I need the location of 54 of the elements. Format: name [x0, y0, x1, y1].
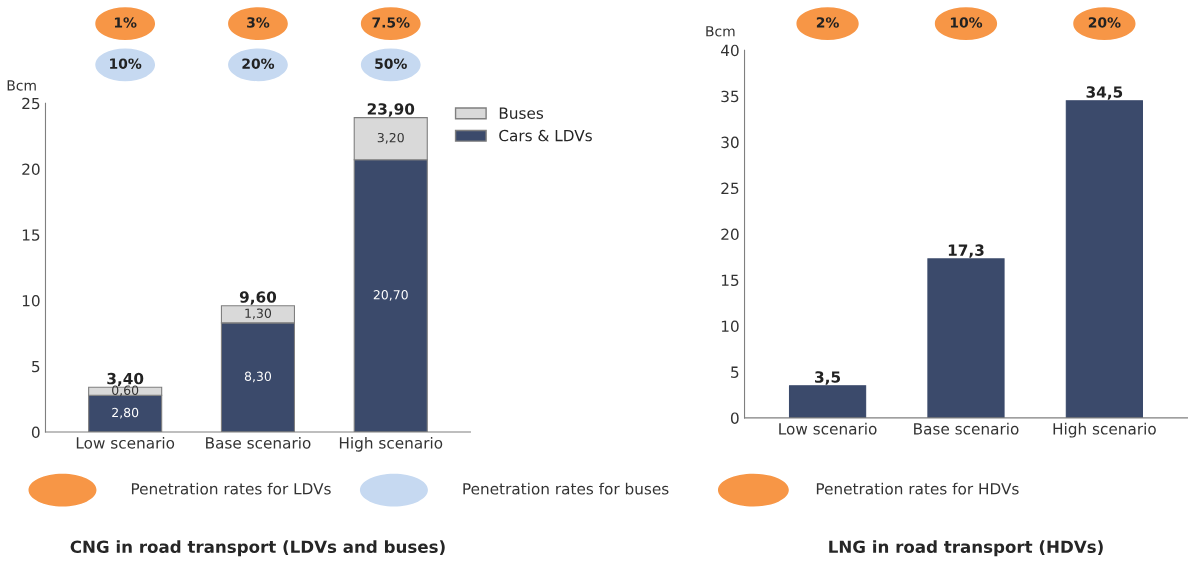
data-label: 34,5: [1086, 86, 1123, 100]
bar: [788, 385, 867, 418]
bar: [927, 258, 1005, 418]
y-tick-label: 5: [32, 360, 40, 373]
x-tick-label: Low scenario: [76, 436, 175, 449]
text: Penetration rates for buses: [463, 482, 669, 495]
text: 10%: [110, 58, 142, 69]
x-tick-label: High scenario: [339, 436, 443, 452]
text: 3%: [247, 17, 270, 28]
y-tick-label: 25: [22, 97, 40, 110]
y-tick-label: 40: [720, 44, 739, 57]
y-tick-label: 0: [31, 426, 40, 439]
text: 2%: [816, 17, 839, 28]
total-label: 23,90: [367, 103, 415, 117]
data-label: 3,20: [377, 132, 404, 144]
y-tick-label: 25: [721, 182, 739, 195]
legend-label: Buses: [499, 107, 544, 119]
data-label: 3,5: [815, 371, 841, 385]
data-label: 0,60: [112, 385, 139, 397]
x-tick-label: Low scenario: [779, 422, 877, 435]
data-label: 1,30: [245, 308, 272, 320]
data-label: 2,80: [112, 407, 139, 419]
text: 20%: [1088, 17, 1121, 28]
y-tick-label: 10: [721, 320, 739, 333]
y-tick-label: 10: [22, 294, 40, 307]
y-axis-title: Bcm: [7, 80, 36, 91]
text: 1%: [114, 17, 137, 28]
y-tick-label: 20: [721, 228, 739, 241]
text: 7.5%: [372, 17, 410, 28]
y-tick-label: 0: [730, 412, 739, 424]
text: Penetration rates for HDVs: [816, 482, 1019, 495]
y-tick-label: 5: [731, 366, 739, 378]
y-tick-label: 20: [22, 163, 40, 175]
text: 50%: [375, 58, 407, 69]
y-tick-label: 15: [22, 229, 40, 241]
text: LNG in road transport (HDVs): [829, 540, 1103, 557]
total-label: 9,60: [239, 291, 277, 305]
y-tick-label: 30: [721, 136, 739, 149]
text: 10%: [950, 17, 983, 28]
data-label: 8,30: [244, 371, 272, 383]
x-tick-label: Base scenario: [914, 422, 1019, 435]
x-tick-label: High scenario: [1053, 422, 1156, 438]
total-label: 3,40: [107, 372, 144, 387]
data-label: 17,3: [948, 244, 984, 258]
text: Penetration rates for LDVs: [131, 482, 331, 495]
y-axis-title: Bcm: [706, 26, 735, 37]
legend-label: Cars & LDVs: [499, 129, 592, 142]
data-label: 20,70: [373, 290, 408, 301]
y-tick-label: 35: [721, 90, 739, 103]
text: CNG in road transport (LDVs and buses): [70, 540, 445, 557]
bar: [1065, 100, 1143, 418]
x-tick-label: Base scenario: [206, 436, 311, 449]
y-tick-label: 15: [721, 274, 739, 287]
text: 20%: [242, 58, 275, 69]
